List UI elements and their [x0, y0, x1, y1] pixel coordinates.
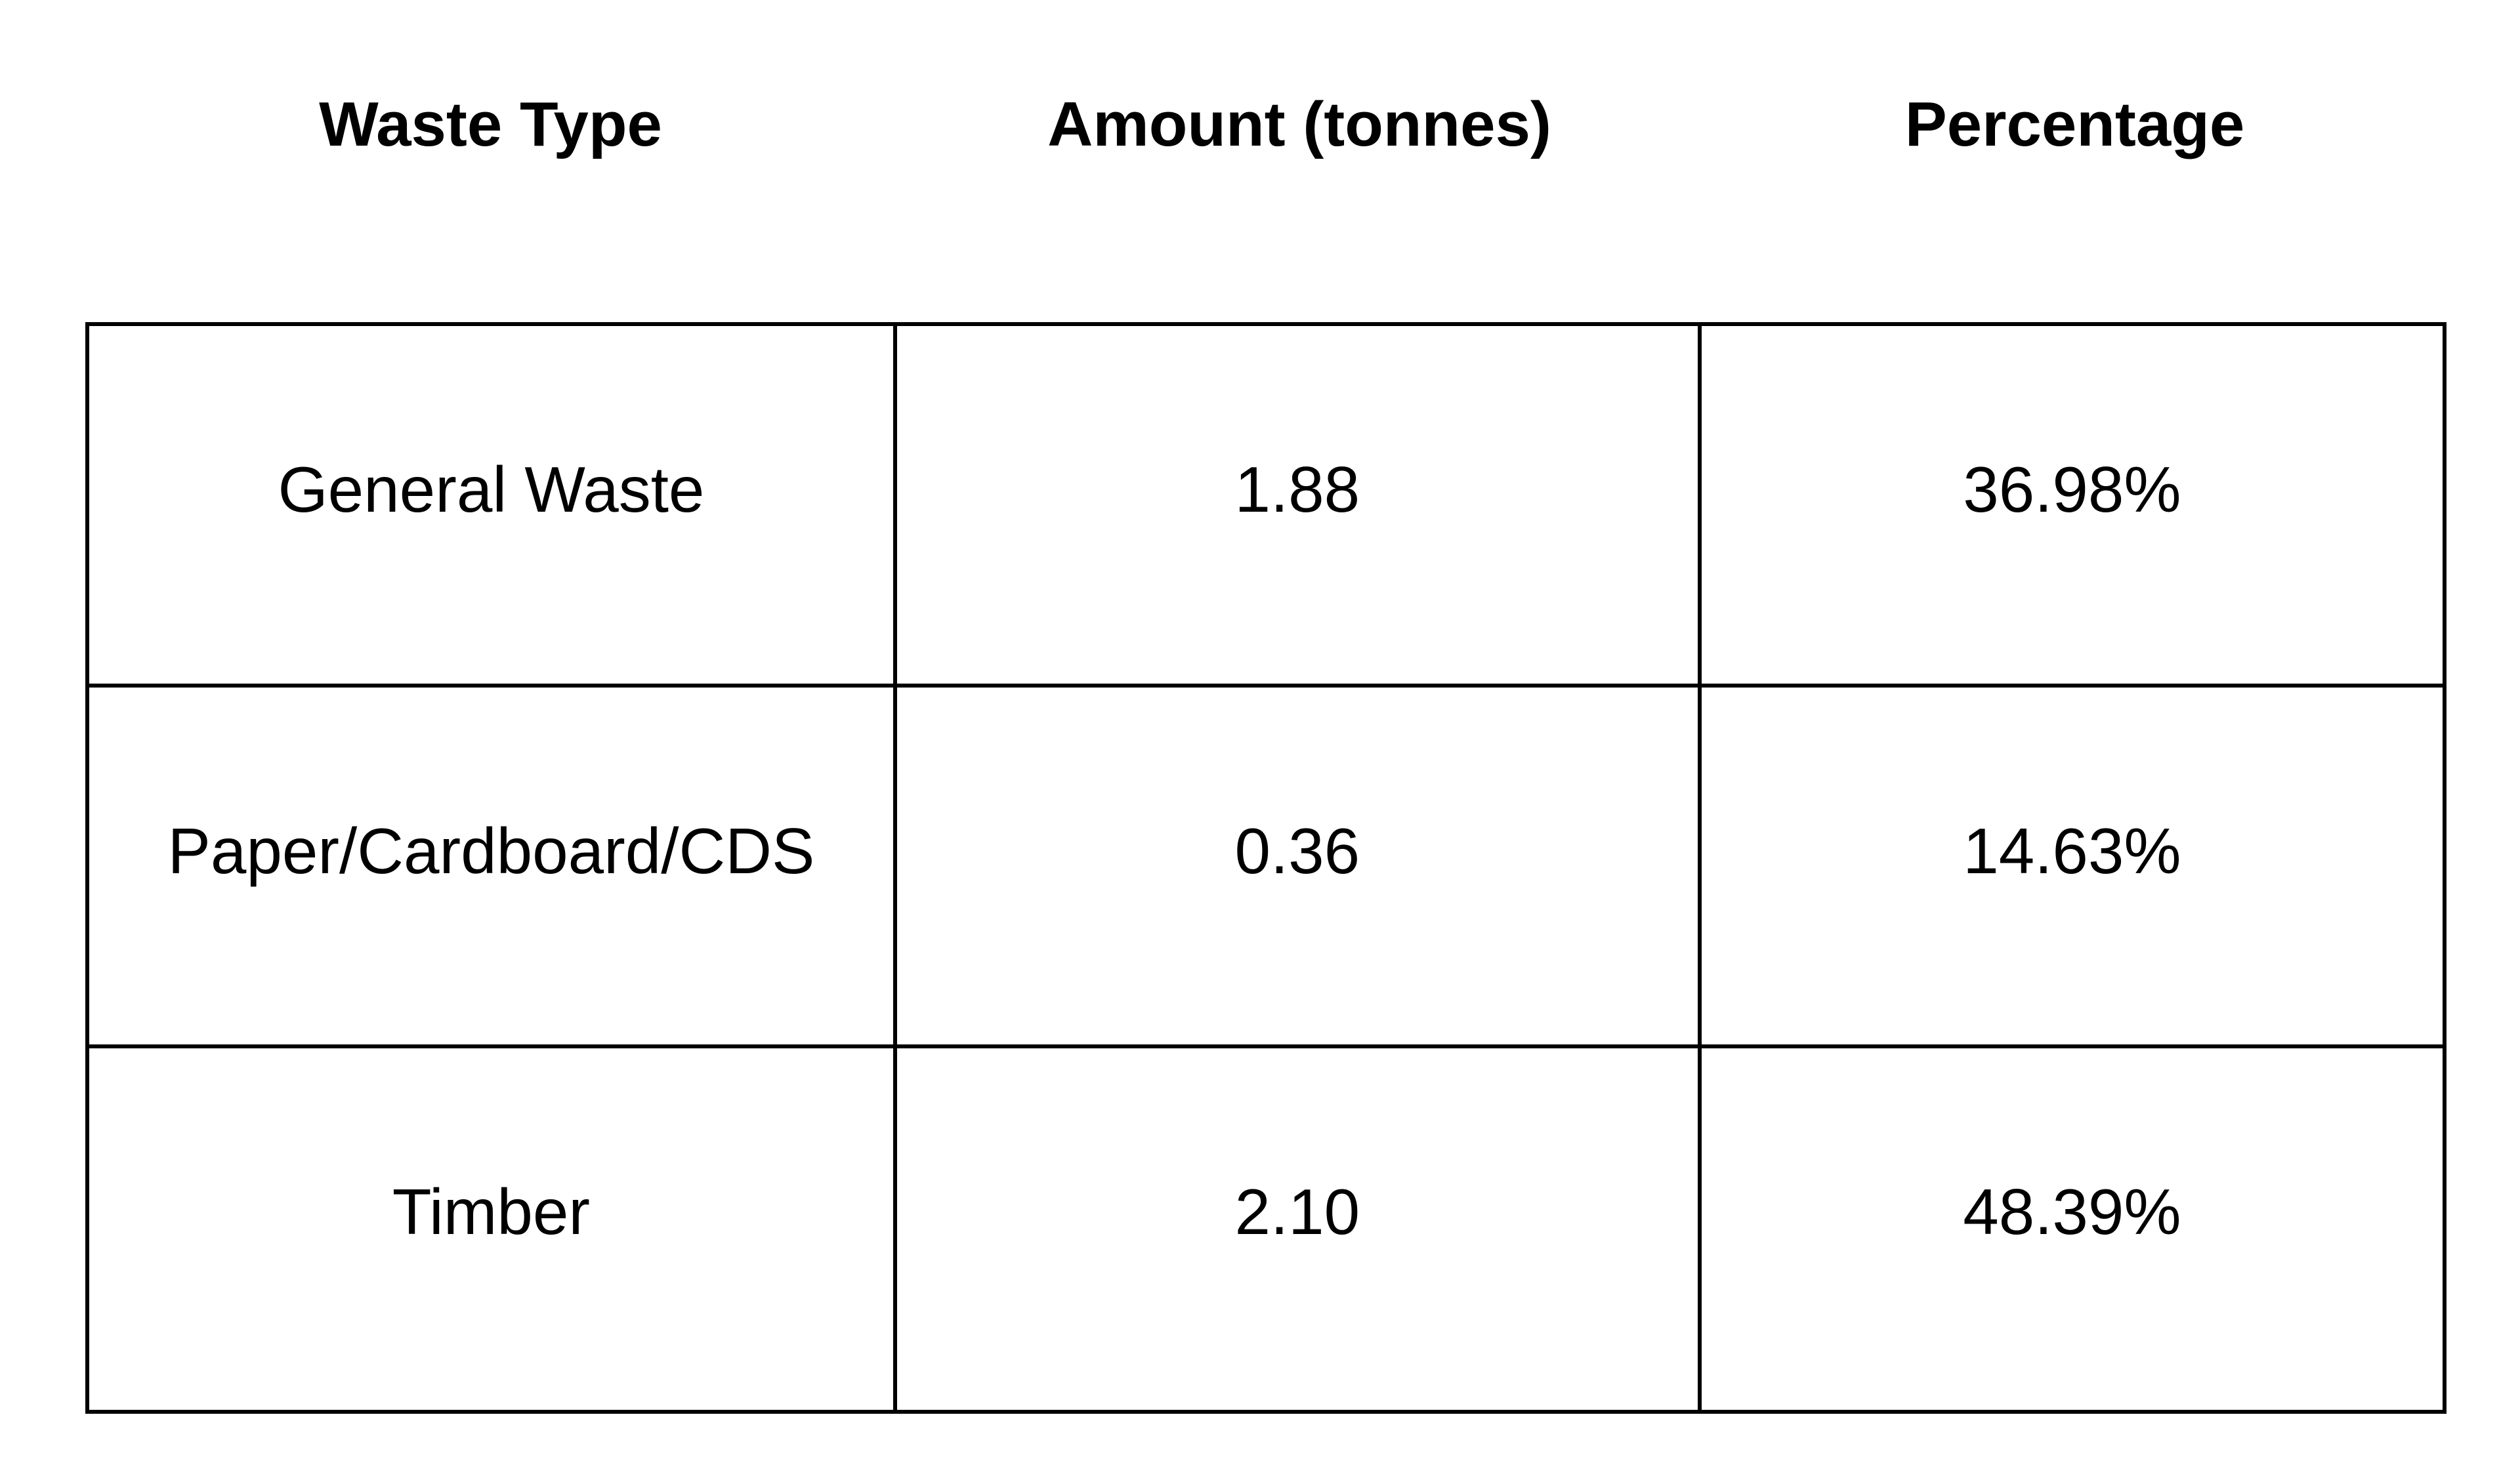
table-row-paper-cardboard-cds: Paper/Cardboard/CDS 0.36 14.63%: [89, 687, 2443, 1049]
column-header-waste-type: Waste Type: [319, 89, 662, 159]
cell-amount-tonnes: 2.10: [897, 1048, 1702, 1410]
cell-amount-tonnes: 1.88: [897, 326, 1702, 684]
column-header-amount-tonnes: Amount (tonnes): [1047, 89, 1551, 159]
column-header-percentage: Percentage: [1904, 89, 2245, 159]
cell-percentage: 48.39%: [1963, 1176, 2181, 1248]
cell-percentage: 14.63%: [1963, 814, 2181, 887]
waste-data-table: General Waste 1.88 36.98% Paper/Cardboar…: [85, 322, 2446, 1414]
cell-waste-type: Paper/Cardboard/CDS: [89, 687, 897, 1045]
cell-amount-tonnes: 0.36: [897, 687, 1702, 1045]
table-row-general-waste: General Waste 1.88 36.98%: [89, 326, 2443, 688]
cell-percentage: 36.98%: [1963, 453, 2181, 525]
table-row-timber: Timber 2.10 48.39%: [89, 1048, 2443, 1410]
table-header-row: Waste Type Amount (tonnes) Percentage: [85, 93, 2446, 157]
cell-waste-type: Timber: [89, 1048, 897, 1410]
cell-waste-type: General Waste: [89, 326, 897, 684]
